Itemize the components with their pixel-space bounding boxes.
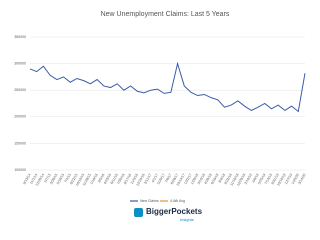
x-tick-label: 5/25/19: [257, 173, 266, 185]
x-tick-label: 4/23/16: [103, 173, 112, 185]
legend-label: New Claims: [140, 199, 159, 203]
chart: New Unemployment Claims: Last 5 Years Bi…: [0, 0, 320, 229]
x-tick-label: 11/28/15: [82, 173, 92, 187]
y-tick-label: 350000: [14, 35, 26, 39]
y-tick-label: 250000: [14, 88, 26, 92]
x-tick-label: 4/6/19: [251, 173, 259, 183]
x-tick-label: 11/1/14: [29, 173, 38, 185]
y-tick-label: 200000: [14, 115, 26, 119]
data-line: [29, 61, 306, 113]
legend-label: 4-Wk Avg: [170, 199, 185, 203]
x-tick-label: 2/7/15: [43, 173, 51, 183]
x-tick-label: 12/7/19: [284, 173, 293, 185]
chart-title: New Unemployment Claims: Last 5 Years: [101, 11, 230, 18]
y-tick-label: 150000: [14, 141, 26, 145]
x-tick-label: 12/2/17: [183, 173, 192, 185]
x-tick-label: 7/8/17: [164, 173, 172, 183]
logo-icon: [134, 208, 143, 217]
x-tick-label: 5/16/15: [56, 173, 65, 185]
x-tick-label: 9/17/16: [123, 173, 132, 185]
x-tick-label: 6/16/18: [210, 173, 219, 185]
x-tick-label: 1/25/20: [291, 173, 300, 185]
y-tick-label: 300000: [14, 62, 26, 66]
logo-tagline: Insights: [180, 217, 194, 222]
x-tick-label: 8/26/17: [170, 173, 179, 185]
x-tick-label: 2/16/19: [244, 173, 253, 185]
logo-name: BiggerPockets: [146, 207, 203, 216]
y-tick-label: 100000: [14, 168, 26, 172]
x-tick-label: 10/14/17: [176, 173, 186, 187]
x-tick-label: 12/29/18: [236, 173, 246, 187]
x-tick-label: 7/4/15: [64, 173, 72, 183]
x-tick-label: 4/28/18: [203, 173, 212, 185]
x-tick-label: 6/11/16: [110, 173, 119, 185]
logo: BiggerPockets Insights: [134, 207, 203, 222]
x-tick-label: 11/5/16: [130, 173, 139, 185]
x-tick-label: 8/22/15: [69, 173, 78, 185]
x-tick-label: 12/24/16: [135, 173, 145, 187]
page: New Unemployment Claims: Last 5 Years Bi…: [0, 0, 320, 229]
x-tick-label: 10/19/19: [276, 173, 286, 187]
x-tick-label: 11/10/18: [229, 173, 239, 187]
x-tick-label: 8/4/18: [218, 173, 226, 183]
x-tick-label: 12/20/14: [35, 173, 45, 187]
x-tick-label: 3/5/16: [97, 173, 105, 183]
x-tick-label: 4/1/17: [151, 173, 159, 183]
x-tick-label: 1/16/16: [89, 173, 98, 185]
x-tick-label: 3/14/20: [297, 173, 306, 185]
background: [0, 0, 320, 229]
x-tick-label: 3/28/15: [49, 173, 58, 185]
x-tick-label: 7/13/19: [264, 173, 273, 185]
x-tick-label: 5/20/17: [157, 173, 166, 185]
x-tick-label: 7/30/16: [116, 173, 125, 185]
x-tick-label: 9/22/18: [224, 173, 233, 185]
x-tick-label: 2/11/17: [143, 173, 152, 185]
x-tick-label: 1/20/18: [190, 173, 199, 185]
x-tick-label: 8/31/19: [271, 173, 280, 185]
x-tick-label: 3/10/18: [197, 173, 206, 185]
x-tick-label: 10/10/15: [75, 173, 85, 187]
x-tick-label: 9/13/14: [22, 173, 31, 185]
